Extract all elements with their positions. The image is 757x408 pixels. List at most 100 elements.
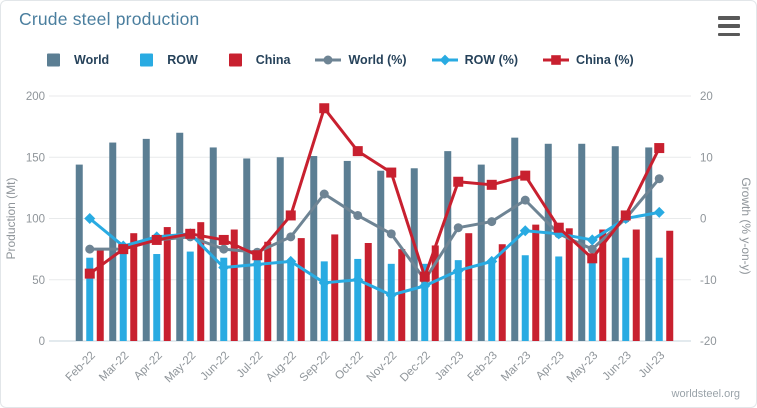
bar-china-may-22[interactable] (197, 222, 205, 341)
bar-row-may-22[interactable] (186, 251, 194, 341)
point-china-feb-22[interactable] (84, 268, 95, 279)
point-world-feb-23[interactable] (487, 217, 497, 227)
source-credit[interactable]: worldsteel.org (671, 388, 740, 400)
point-china-sep-22[interactable] (319, 103, 330, 114)
point-china-may-23[interactable] (587, 253, 598, 264)
bar-world-sep-22[interactable] (310, 156, 318, 341)
point-row-jan-23[interactable] (452, 265, 464, 277)
bar-row-jan-23[interactable] (454, 260, 462, 341)
x-axis-label: Apr-22 (132, 350, 165, 383)
bar-china-jul-23[interactable] (666, 230, 674, 341)
point-world-oct-22[interactable] (353, 210, 363, 220)
bar-china-feb-22[interactable] (96, 249, 104, 341)
chart-menu-button[interactable] (718, 16, 742, 36)
bar-world-aug-22[interactable] (276, 157, 284, 341)
point-row-jul-23[interactable] (653, 206, 665, 218)
bar-world-nov-22[interactable] (377, 170, 385, 341)
point-china-jun-23[interactable] (620, 210, 631, 221)
point-china-nov-22[interactable] (386, 167, 397, 178)
bar-china-dec-22[interactable] (431, 245, 439, 341)
legend-item-row[interactable]: ROW (134, 53, 198, 67)
point-world-jun-22[interactable] (219, 244, 229, 254)
point-world-nov-22[interactable] (386, 229, 396, 239)
point-world-mar-23[interactable] (520, 195, 530, 205)
point-china-mar-22[interactable] (118, 244, 129, 255)
bar-row-mar-22[interactable] (119, 251, 127, 341)
bar-row-may-23[interactable] (588, 255, 596, 341)
legend-item-world[interactable]: World (41, 53, 109, 67)
bar-china-oct-22[interactable] (364, 243, 372, 341)
bar-china-sep-22[interactable] (331, 234, 339, 341)
bar-row-feb-23[interactable] (488, 261, 496, 341)
bar-world-may-23[interactable] (578, 143, 586, 341)
legend-item-china[interactable]: China (223, 53, 290, 67)
bar-row-apr-23[interactable] (555, 256, 563, 341)
point-china-may-22[interactable] (185, 228, 196, 239)
bar-china-may-23[interactable] (599, 229, 607, 341)
bar-china-nov-22[interactable] (398, 249, 406, 341)
line-china (88, 106, 661, 279)
bar-china-mar-23[interactable] (532, 224, 540, 341)
bar-china-apr-22[interactable] (163, 227, 171, 341)
bar-row-jun-23[interactable] (622, 257, 630, 341)
world-marker-icon (315, 55, 342, 65)
point-china-oct-22[interactable] (352, 146, 363, 157)
bar-world-dec-22[interactable] (410, 168, 418, 341)
point-world-feb-22[interactable] (85, 244, 95, 254)
left-axis-tick-label: 50 (32, 275, 45, 287)
legend-item-china[interactable]: China (%) (543, 53, 634, 67)
point-china-jul-23[interactable] (654, 143, 665, 154)
bar-row-aug-22[interactable] (287, 260, 295, 341)
point-world-may-23[interactable] (587, 244, 597, 254)
point-world-sep-22[interactable] (319, 189, 329, 199)
point-china-apr-23[interactable] (553, 222, 564, 233)
point-row-feb-22[interactable] (84, 212, 96, 225)
legend-label: ROW (167, 53, 198, 67)
bar-china-jun-23[interactable] (632, 229, 640, 341)
bar-row-sep-22[interactable] (320, 261, 328, 341)
point-china-jun-22[interactable] (218, 234, 229, 245)
bar-china-aug-22[interactable] (297, 238, 305, 341)
bar-world-jul-23[interactable] (645, 147, 653, 341)
bar-china-mar-22[interactable] (130, 233, 138, 341)
bar-row-jun-22[interactable] (220, 257, 228, 341)
point-china-mar-23[interactable] (520, 170, 531, 181)
bar-row-mar-23[interactable] (521, 255, 529, 341)
point-row-jul-22[interactable] (251, 258, 263, 270)
bar-world-feb-22[interactable] (75, 164, 83, 341)
bar-world-feb-23[interactable] (477, 164, 485, 341)
bar-row-dec-22[interactable] (421, 263, 429, 341)
point-china-dec-22[interactable] (419, 271, 430, 282)
point-world-jul-23[interactable] (654, 174, 664, 184)
bar-row-jul-22[interactable] (253, 258, 261, 341)
legend-item-row[interactable]: ROW (%) (431, 53, 518, 67)
point-china-apr-22[interactable] (151, 234, 162, 245)
bar-china-apr-23[interactable] (565, 228, 573, 341)
point-row-nov-22[interactable] (385, 289, 397, 301)
bar-row-apr-22[interactable] (153, 254, 161, 341)
bar-row-jul-23[interactable] (655, 257, 663, 341)
point-row-oct-22[interactable] (352, 274, 364, 286)
bar-row-feb-22[interactable] (86, 257, 94, 341)
bar-china-jun-22[interactable] (230, 229, 238, 341)
bar-china-jul-22[interactable] (264, 241, 272, 341)
bar-world-jun-23[interactable] (611, 146, 619, 341)
x-axis-label: Nov-22 (365, 350, 400, 385)
bar-world-apr-23[interactable] (544, 143, 552, 341)
bar-world-mar-22[interactable] (109, 142, 117, 341)
point-world-aug-22[interactable] (286, 232, 296, 242)
bar-row-oct-22[interactable] (354, 258, 362, 341)
bar-world-oct-22[interactable] (343, 160, 351, 341)
legend-item-world[interactable]: World (%) (315, 53, 407, 67)
bar-row-nov-22[interactable] (387, 263, 395, 341)
x-axis-label: Feb-22 (64, 350, 98, 384)
point-china-jan-23[interactable] (453, 176, 464, 187)
bar-china-jan-23[interactable] (465, 233, 473, 341)
x-axis-label: Jan-23 (433, 350, 466, 383)
point-china-jul-22[interactable] (252, 250, 263, 261)
bar-china-feb-23[interactable] (498, 244, 506, 341)
point-china-feb-23[interactable] (486, 179, 497, 190)
x-axis-label: Sep-22 (298, 350, 333, 385)
point-china-aug-22[interactable] (285, 210, 296, 221)
point-world-jan-23[interactable] (453, 223, 463, 233)
